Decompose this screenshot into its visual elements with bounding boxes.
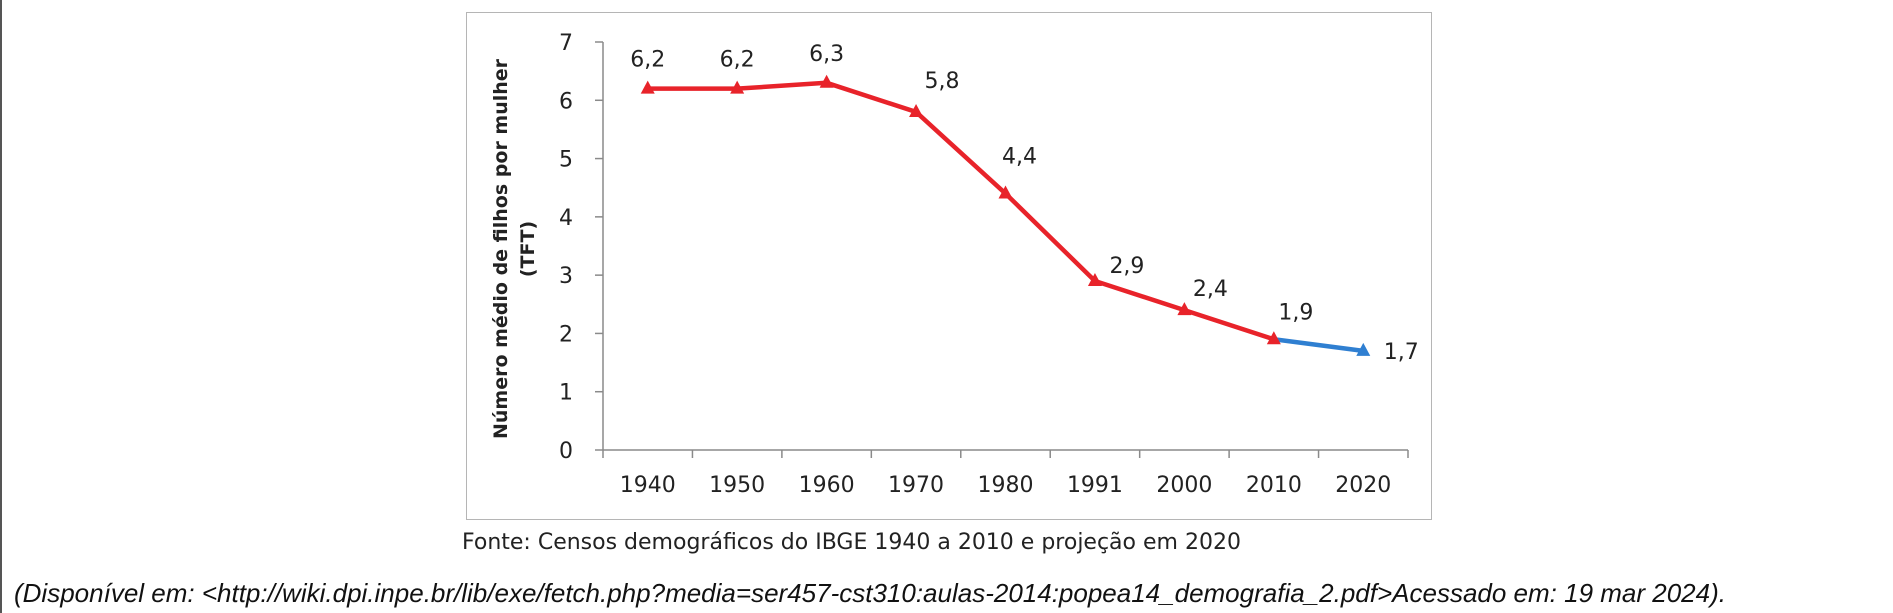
data-point-marker	[1266, 331, 1281, 345]
x-tick-label: 1950	[709, 473, 765, 498]
data-point-marker	[909, 103, 924, 117]
x-tick-label: 1980	[978, 473, 1034, 498]
data-point-marker	[1087, 272, 1102, 286]
y-tick-label: 6	[559, 89, 573, 114]
series-lines	[645, 80, 1366, 354]
series-markers	[640, 74, 1371, 356]
y-tick-label: 2	[559, 322, 573, 347]
x-tick-label: 1970	[888, 473, 944, 498]
x-tick-labels: 1940 1950 1960 1970 1980 1991 2000 2010 2020	[620, 473, 1392, 498]
data-label: 6,3	[809, 42, 844, 67]
data-label: 4,4	[1002, 145, 1037, 170]
data-labels: 6,2 6,2 6,3 5,8 4,4 2,9 2,4 1,9 1,7	[630, 42, 1419, 365]
data-point-marker	[640, 80, 655, 94]
y-axis-title-line-1: Número médio de filhos por mulher	[490, 58, 512, 439]
y-tick-label: 4	[559, 206, 573, 231]
data-point-marker	[1356, 342, 1371, 356]
y-axis-title-line-2: (TFT)	[517, 221, 539, 277]
data-point-marker	[1177, 302, 1192, 316]
y-tick-label: 1	[559, 381, 573, 406]
chart-frame	[466, 12, 1432, 520]
data-label: 2,9	[1109, 254, 1144, 279]
citation: (Disponível em: <http://wiki.dpi.inpe.br…	[14, 578, 1726, 608]
data-label: 6,2	[720, 48, 755, 73]
data-point-marker	[998, 185, 1013, 199]
x-tick-label: 1960	[799, 473, 855, 498]
y-tick-label: 0	[559, 439, 573, 464]
data-label: 2,4	[1193, 277, 1228, 302]
data-label: 6,2	[630, 48, 665, 73]
data-point-marker	[730, 80, 745, 94]
x-tick-label: 1991	[1067, 473, 1123, 498]
x-tick-label: 2010	[1246, 473, 1302, 498]
data-label: 5,8	[925, 69, 960, 94]
x-tick-label: 2020	[1335, 473, 1391, 498]
x-tick-label: 1940	[620, 473, 676, 498]
y-tick-label: 7	[559, 31, 573, 56]
series-line-2	[1271, 337, 1366, 354]
y-tick-label: 3	[559, 264, 573, 289]
axes	[595, 41, 1409, 458]
data-point-marker	[819, 74, 834, 88]
y-tick-label: 5	[559, 148, 573, 173]
y-tick-labels: 0 1 2 3 4 5 6 7	[559, 31, 573, 464]
data-label: 1,7	[1384, 340, 1419, 365]
series-line-1	[645, 80, 1277, 342]
data-label: 1,9	[1278, 300, 1313, 325]
x-tick-label: 2000	[1156, 473, 1212, 498]
source-note: Fonte: Censos demográficos do IBGE 1940 …	[462, 530, 1241, 555]
